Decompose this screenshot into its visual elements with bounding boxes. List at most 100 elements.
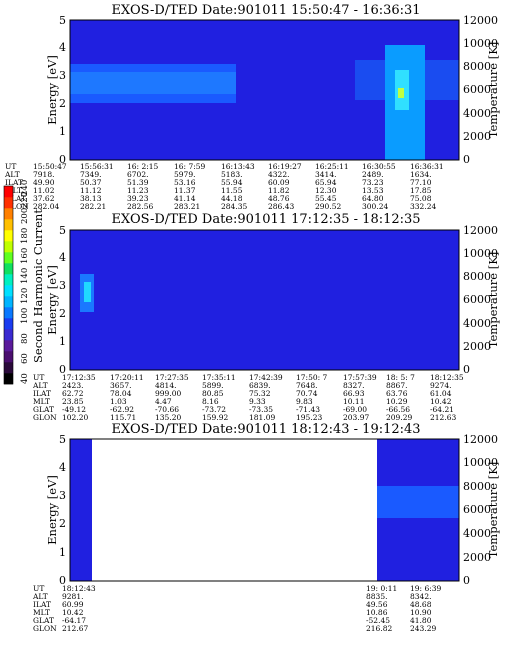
panel-1-col-6: 16:25:11 3414. 65.94 12.30 55.45 290.52: [315, 162, 349, 211]
tick-glon: 286.43: [268, 202, 294, 211]
panel-1-y2tick-4: 8000: [463, 60, 491, 73]
tick-ut: 16:30:55: [362, 162, 396, 171]
tick-ilat: 50.37: [80, 178, 102, 187]
panel-3-y-axis-left: Energy [eV] 0 1 2 3 4 5: [45, 433, 66, 587]
tick-alt: 9274.: [430, 381, 451, 390]
tick-mlt: 9.83: [296, 397, 313, 406]
colorbar-swatch: [4, 307, 13, 319]
row-label-ut: UT: [5, 162, 16, 171]
tick-glat: -64.21: [430, 405, 454, 414]
tick-glon: 135.20: [155, 413, 181, 422]
panel-1-col-2: 16: 2:15 6702. 51.39 11.23 39.23 282.56: [127, 162, 159, 211]
colorbar-tick-100: 100: [20, 308, 30, 324]
tick-mlt: 23.85: [62, 397, 84, 406]
panel-3-ylabel: Energy [eV]: [45, 475, 59, 545]
tick-glat: -49.12: [62, 405, 86, 414]
tick-ilat: 60.09: [268, 178, 290, 187]
tick-mlt: 10.29: [386, 397, 408, 406]
panel-1-col-4: 16:13:43 5183. 55.94 11.55 44.18 284.35: [221, 162, 255, 211]
colorbar-swatch: [4, 230, 13, 242]
tick-alt: 4814.: [155, 381, 176, 390]
tick-glat: -66.56: [386, 405, 410, 414]
colorbar-tick-160: 160: [20, 248, 30, 264]
tick-glon: 212.63: [430, 413, 456, 422]
tick-alt: 7918.: [33, 170, 54, 179]
tick-ilat: 77.10: [410, 178, 432, 187]
panel-2-col-7: 18: 5: 7 8867. 63.76 10.29 -66.56 209.29: [386, 373, 415, 422]
tick-ilat: 61.04: [430, 389, 452, 398]
row-label-alt: ALT: [4, 170, 20, 179]
panel-3-plot-area: [69, 438, 460, 582]
colorbar-tick-80: 80: [20, 333, 30, 344]
colorbar-swatch: [4, 373, 13, 385]
panel-3-y2tick-6: 12000: [463, 433, 498, 446]
panel-3-y2label: Temperature [K]: [486, 462, 500, 559]
tick-ilat: 75.32: [249, 389, 271, 398]
panel-2-y2tick-6: 12000: [463, 224, 498, 237]
tick-alt: 9281.: [62, 592, 83, 601]
panel-2-ytick-0: 0: [59, 363, 66, 376]
tick-mlt: 11.37: [174, 186, 196, 195]
colorbar-tick-200: 200: [20, 208, 30, 224]
tick-alt: 2489.: [362, 170, 383, 179]
panel-1-y2label: Temperature [K]: [486, 42, 500, 139]
colorbar-swatch: [4, 285, 13, 297]
tick-alt: 8342.: [410, 592, 431, 601]
tick-glat: -69.00: [343, 405, 367, 414]
panel-2-col-1: 17:20:11 3657. 78.04 1.03 -62.92 115.71: [110, 373, 144, 422]
colorbar: Second Harmonic Current 40 60 80 100 120…: [3, 180, 45, 385]
colorbar-swatch: [4, 263, 13, 275]
colorbar-tick-120: 120: [20, 288, 30, 304]
panel-1-y2tick-0: 0: [463, 153, 470, 166]
tick-mlt: 11.12: [80, 186, 102, 195]
tick-ut: 19: 0:11: [366, 584, 397, 593]
tick-ut: 16: 2:15: [127, 162, 159, 171]
row-label-ilat: ILAT: [5, 178, 23, 187]
tick-ut: 16:13:43: [221, 162, 255, 171]
colorbar-swatch: [4, 274, 13, 286]
panel-2-y2tick-5: 10000: [463, 247, 498, 260]
tick-alt: 7648.: [296, 381, 317, 390]
panel-1-col-7: 16:30:55 2489. 73.23 13.53 64.80 300.24: [362, 162, 396, 211]
panel-1-ytick-3: 3: [59, 69, 66, 82]
colorbar-tick-40: 40: [20, 373, 30, 384]
panel-2-y2tick-0: 0: [463, 363, 470, 376]
panel-1-y2tick-3: 6000: [463, 83, 491, 96]
panel-1-ytick-5: 5: [59, 14, 66, 27]
panel-2-y-axis-left: Energy [eV] 0 1 2 3 4 5: [45, 224, 66, 376]
tick-ut: 18: 5: 7: [386, 373, 415, 382]
panel-3: EXOS-D/TED Date:901011 18:12:43 - 19:12:…: [32, 422, 500, 633]
tick-glat: -73.35: [249, 405, 273, 414]
panel-3-col-0: 18:12:43 9281. 60.99 10.42 -64.17 212.67: [62, 584, 96, 633]
tick-glat: 38.13: [80, 194, 102, 203]
tick-ut: 15:56:31: [80, 162, 114, 171]
row-label-mlt: MLT: [5, 186, 22, 195]
panel-1-col-3: 16: 7:59 5979. 53.16 11.37 41.14 283.21: [174, 162, 206, 211]
tick-ut: 16:25:11: [315, 162, 349, 171]
tick-alt: 1634.: [410, 170, 431, 179]
panel-3-ytick-4: 4: [59, 461, 66, 474]
tick-glon: 216.82: [366, 624, 392, 633]
tick-mlt: 1.03: [110, 397, 127, 406]
tick-mlt: 11.02: [33, 186, 55, 195]
panel-3-data-block-left: [70, 439, 92, 581]
panel-1: EXOS-D/TED Date:901011 15:50:47 - 16:36:…: [4, 3, 500, 211]
colorbar-swatches: [4, 186, 13, 385]
panel-1-frame: [69, 19, 460, 161]
panel-2-ytick-4: 4: [59, 251, 66, 264]
panel-2-ytick-1: 1: [59, 335, 66, 348]
panel-3-col-1: 19: 0:11 8835. 49.56 10.86 -52.45 216.82: [366, 584, 397, 633]
row-label-alt: ALT: [32, 381, 48, 390]
panel-1-col-5: 16:19:27 4322. 60.09 11.82 48.76 286.43: [268, 162, 302, 211]
panel-2-col-5: 17:50: 7 7648. 70.74 9.83 -71.43 195.23: [296, 373, 328, 422]
colorbar-swatch: [4, 318, 13, 330]
tick-ut: 17:35:11: [202, 373, 236, 382]
tick-glat: 48.76: [268, 194, 290, 203]
tick-ilat: 65.94: [315, 178, 337, 187]
panel-2-burst-core: [84, 282, 91, 302]
panel-2-col-6: 17:57:39 8327. 66.93 10.11 -69.00 203.97: [343, 373, 377, 422]
tick-glat: 37.62: [33, 194, 55, 203]
tick-mlt: 10.11: [343, 397, 364, 406]
panel-3-ytick-2: 2: [59, 517, 66, 530]
tick-glat: -52.45: [366, 616, 390, 625]
